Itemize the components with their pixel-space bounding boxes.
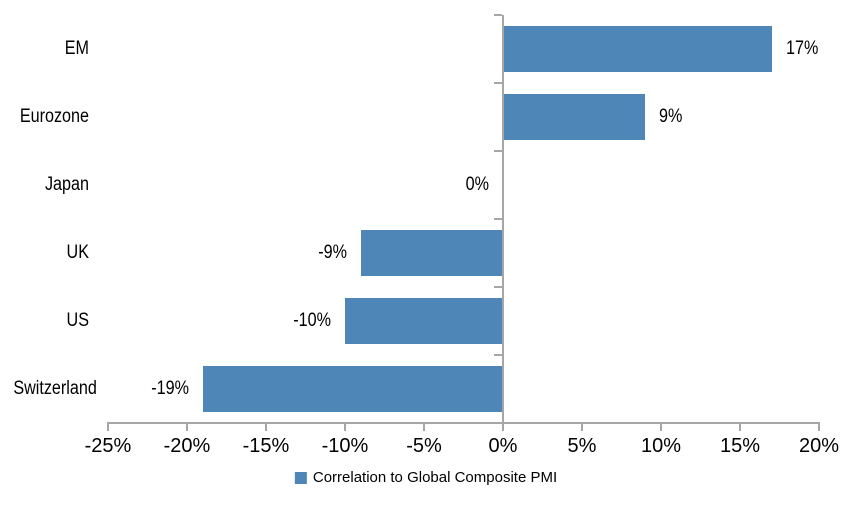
value-label-switzerland: -19%	[151, 378, 189, 399]
bar-us	[345, 298, 503, 344]
bar-em	[503, 26, 772, 72]
x-tick-label--20pct: -20%	[163, 435, 211, 457]
x-axis-tick	[739, 422, 741, 431]
x-tick-label-0pct: 0%	[488, 435, 518, 457]
x-tick-label--10pct: -10%	[321, 435, 369, 457]
category-label-em: EM	[64, 38, 89, 59]
x-axis-tick	[660, 422, 662, 431]
value-label-us: -10%	[293, 310, 331, 331]
y-axis-tick	[494, 82, 502, 84]
x-axis-tick	[344, 422, 346, 431]
category-label-switzerland: Switzerland	[13, 378, 97, 399]
x-axis-tick	[502, 422, 504, 431]
x-axis-tick	[265, 422, 267, 431]
y-axis-tick	[494, 286, 502, 288]
x-tick-label--25pct: -25%	[84, 435, 132, 457]
y-axis-tick	[494, 150, 502, 152]
x-axis-tick	[107, 422, 109, 431]
value-label-uk: -9%	[318, 242, 347, 263]
x-axis-line	[107, 422, 820, 424]
bar-uk	[360, 230, 503, 276]
x-tick-label-10pct: 10%	[640, 435, 682, 457]
x-tick-label--15pct: -15%	[242, 435, 290, 457]
category-label-uk: UK	[66, 242, 89, 263]
legend-swatch	[294, 472, 307, 484]
x-axis-tick	[186, 422, 188, 431]
x-axis-tick	[581, 422, 583, 431]
value-label-eurozone: 9%	[659, 106, 683, 127]
y-axis-line	[502, 15, 504, 430]
legend: Correlation to Global Composite PMI	[294, 467, 558, 489]
x-tick-label--5pct: -5%	[406, 435, 442, 457]
value-label-em: 17%	[785, 38, 818, 59]
y-axis-tick	[494, 218, 502, 220]
value-label-japan: 0%	[465, 174, 489, 195]
x-axis-tick	[423, 422, 425, 431]
x-tick-label-5pct: 5%	[567, 435, 597, 457]
y-axis-tick	[494, 14, 502, 16]
x-tick-label-20pct: 20%	[798, 435, 840, 457]
bar-switzerland	[202, 366, 503, 412]
legend-label: Correlation to Global Composite PMI	[312, 469, 558, 486]
x-axis-tick	[818, 422, 820, 431]
category-label-japan: Japan	[44, 174, 89, 195]
x-tick-label-15pct: 15%	[719, 435, 761, 457]
bar-eurozone	[503, 94, 646, 140]
y-axis-tick	[494, 354, 502, 356]
category-label-eurozone: Eurozone	[19, 106, 89, 127]
category-label-us: US	[66, 310, 89, 331]
